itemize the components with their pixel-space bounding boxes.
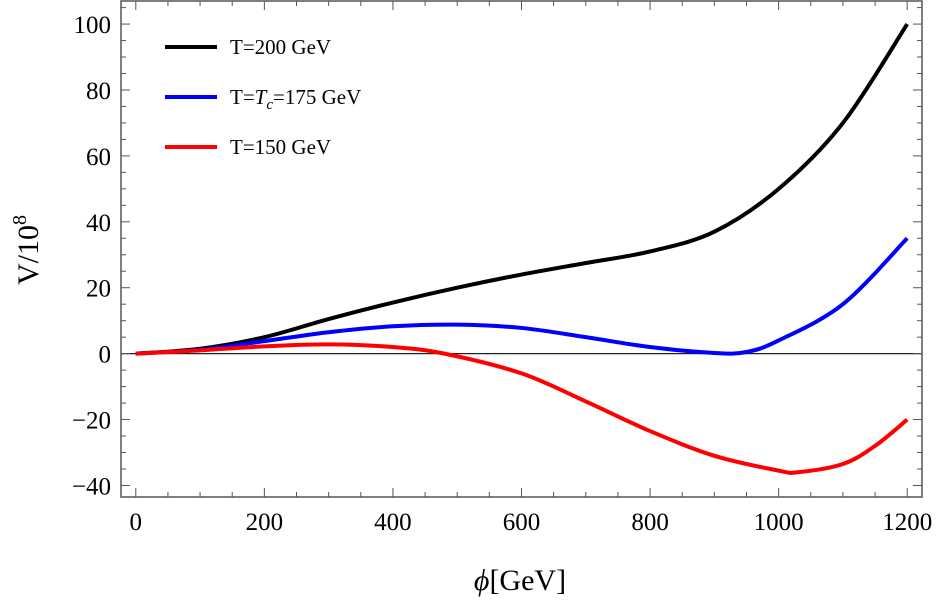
y-tick-label: 60 [86, 144, 111, 171]
y-tick-label: 20 [86, 276, 111, 303]
x-tick-label: 1000 [754, 509, 804, 536]
legend-label: T=200 GeV [230, 35, 331, 59]
x-tick-label: 200 [246, 509, 284, 536]
x-axis-symbol: ϕ [474, 564, 490, 597]
series-line-1 [135, 236, 909, 356]
series-line-2 [135, 342, 909, 475]
x-tick-label: 0 [130, 509, 143, 536]
x-axis-label: ϕ[GeV] [474, 564, 566, 597]
x-tick-label: 400 [374, 509, 412, 536]
y-tick-label: 100 [74, 12, 112, 39]
curves [121, 22, 922, 475]
y-axis-base: V/10 [12, 225, 45, 285]
legend: T=200 GeV T=Tc=175 GeV T=150 GeV [165, 35, 361, 159]
y-tick-label: 0 [99, 342, 112, 369]
y-tick-label: 80 [86, 78, 111, 105]
legend-label: T=Tc=175 GeV [230, 85, 361, 113]
y-tick-label: −20 [72, 408, 111, 435]
legend-label: T=150 GeV [230, 135, 331, 159]
ticks: 0 200 400 600 800 1000 1200 −40 −20 0 20 40 60 80 100 [72, 1, 932, 536]
x-tick-label: 1200 [882, 509, 932, 536]
x-axis-unit: [GeV] [489, 564, 566, 597]
y-axis-label: V/108 [9, 215, 45, 285]
y-tick-label: −40 [72, 473, 111, 500]
y-axis-exponent: 8 [9, 215, 31, 225]
series-line-0 [135, 22, 909, 356]
plot-frame [120, 0, 923, 498]
x-tick-label: 800 [631, 509, 669, 536]
x-tick-label: 600 [503, 509, 541, 536]
y-tick-label: 40 [86, 210, 111, 237]
